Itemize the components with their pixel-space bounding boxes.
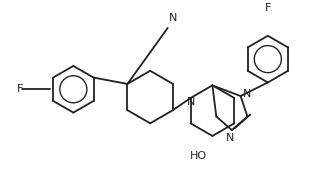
Text: F: F [265, 3, 271, 13]
Text: N: N [187, 97, 195, 107]
Text: N: N [169, 13, 177, 23]
Text: N: N [243, 89, 251, 99]
Text: F: F [17, 84, 23, 94]
Text: HO: HO [190, 151, 207, 160]
Text: N: N [226, 133, 234, 143]
